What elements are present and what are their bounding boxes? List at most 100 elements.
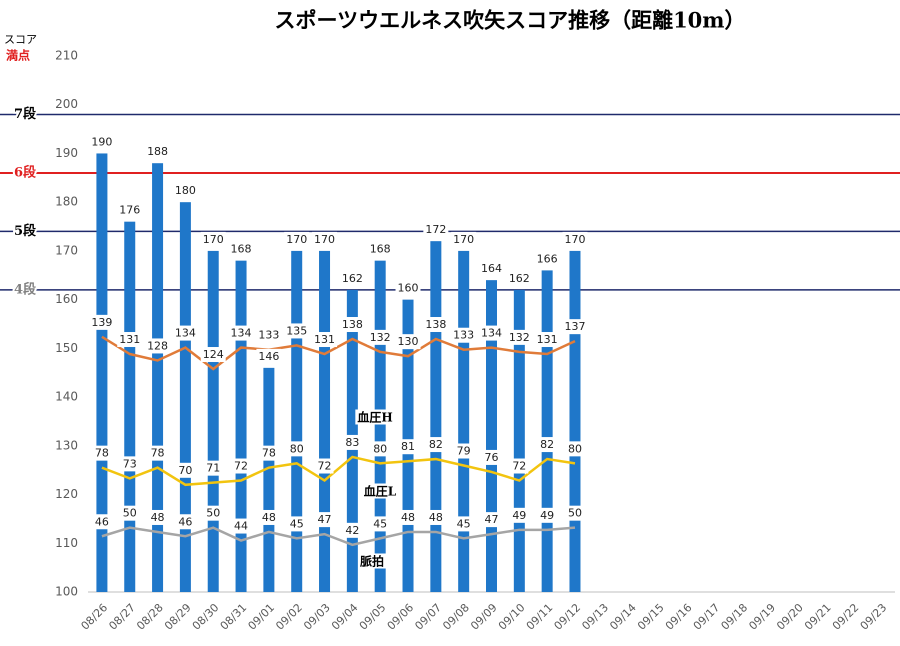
x-tick-label: 09/17 <box>691 601 723 633</box>
data-label-bg <box>256 348 282 364</box>
data-label-bg <box>89 134 115 150</box>
x-tick-label: 09/06 <box>385 601 417 633</box>
line-label: 76 <box>485 451 499 464</box>
data-label-bg <box>145 338 171 354</box>
data-label-bg <box>259 445 278 461</box>
data-label-bg <box>228 325 254 341</box>
line-label: 138 <box>425 318 446 331</box>
series-annotation: 血圧L <box>364 484 397 499</box>
data-label-bg <box>176 462 195 478</box>
x-tick-label: 09/21 <box>802 601 834 633</box>
line-label: 45 <box>373 517 387 530</box>
data-label-bg <box>176 514 195 530</box>
y-tick-label: 150 <box>55 341 78 355</box>
y-axis-label: スコア <box>4 33 37 46</box>
y-tick-label: 140 <box>55 390 78 404</box>
line-label: 82 <box>540 438 554 451</box>
bar-label: 170 <box>564 233 585 246</box>
x-tick-label: 09/18 <box>719 601 751 633</box>
data-label-bg <box>315 458 334 474</box>
x-tick-label: 09/02 <box>273 601 305 633</box>
line-label: 73 <box>123 457 137 470</box>
data-label-bg <box>120 456 139 472</box>
line-label: 80 <box>373 442 387 455</box>
series-annotation: 脈拍 <box>360 554 384 569</box>
max-label: 満点 <box>6 48 30 63</box>
data-label-bg <box>200 347 226 363</box>
data-label-bg <box>538 507 557 523</box>
bar <box>430 241 442 592</box>
bar <box>319 250 331 592</box>
bar <box>569 250 581 592</box>
bar <box>374 260 386 592</box>
chart-title: スポーツウエルネス吹矢スコア推移（距離10m） <box>274 8 745 33</box>
data-label-bg <box>287 516 306 532</box>
line-label: 47 <box>485 513 499 526</box>
data-label-bg <box>172 325 198 341</box>
bar-label: 188 <box>147 145 168 158</box>
data-label-bg <box>454 516 473 532</box>
line-label: 72 <box>512 460 526 473</box>
line-label: 50 <box>123 507 137 520</box>
bar <box>235 260 247 592</box>
y-tick-label: 210 <box>55 49 78 63</box>
data-label-bg <box>506 270 532 286</box>
data-label-bg <box>256 327 282 343</box>
data-label-bg <box>538 437 557 453</box>
bar-label: 166 <box>537 252 558 265</box>
line-label: 134 <box>175 327 196 340</box>
x-tick-label: 08/27 <box>106 601 138 633</box>
annotation-bg <box>357 553 387 569</box>
line-label: 80 <box>290 442 304 455</box>
x-tick-label: 09/03 <box>301 601 333 633</box>
line-label: 82 <box>429 438 443 451</box>
data-label-bg <box>148 509 167 525</box>
data-label-bg <box>367 241 393 257</box>
data-label-bg <box>454 443 473 459</box>
line-series <box>101 526 576 547</box>
x-tick-label: 09/20 <box>774 601 806 633</box>
data-label-bg <box>89 314 115 330</box>
bar-label: 172 <box>425 223 446 236</box>
data-label-bg <box>562 319 588 335</box>
line-label: 44 <box>234 520 248 533</box>
data-label-bg <box>204 505 223 521</box>
data-label-bg <box>423 222 449 238</box>
data-label-bg <box>367 329 393 345</box>
line-label: 135 <box>286 324 307 337</box>
data-label-bg <box>482 512 501 528</box>
line-label: 78 <box>262 447 276 460</box>
y-tick-label: 110 <box>55 536 78 550</box>
line-label: 124 <box>203 348 224 361</box>
reference-label: 7段 <box>14 106 36 122</box>
bar-label: 160 <box>398 282 419 295</box>
data-label-bg <box>117 332 143 348</box>
line-series <box>101 335 576 371</box>
annotation-bg <box>355 409 395 425</box>
data-label-bg <box>426 509 445 525</box>
data-label-bg <box>145 144 171 160</box>
line-label: 80 <box>568 442 582 455</box>
data-label-bg <box>399 509 418 525</box>
line-label: 79 <box>457 445 471 458</box>
line-label: 45 <box>457 517 471 530</box>
line-label: 48 <box>262 511 276 524</box>
data-label-bg <box>395 334 421 350</box>
x-tick-label: 08/28 <box>134 601 166 633</box>
data-label-bg <box>479 325 504 341</box>
line-label: 78 <box>95 447 109 460</box>
data-label-bg <box>482 449 501 465</box>
bar-label: 146 <box>258 350 279 363</box>
data-label-bg <box>565 505 584 521</box>
data-label-bg <box>451 327 477 343</box>
bar-label: 162 <box>342 272 363 285</box>
bar-label: 180 <box>175 184 196 197</box>
bar <box>541 270 553 592</box>
data-label-bg <box>506 329 532 345</box>
data-label-bg <box>259 509 278 525</box>
bar-label: 190 <box>91 135 112 148</box>
bar <box>96 153 108 593</box>
bar-label: 168 <box>370 243 391 256</box>
line-label: 45 <box>290 517 304 530</box>
